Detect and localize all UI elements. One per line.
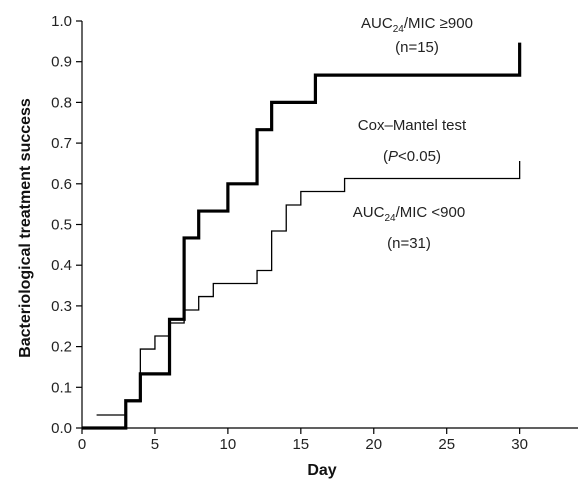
- x-tick-label: 0: [78, 436, 86, 453]
- x-tick-label: 20: [365, 436, 382, 453]
- y-tick-label: 1.0: [51, 13, 72, 30]
- x-tick-label: 5: [151, 436, 159, 453]
- series-label-high-n: (n=15): [395, 39, 439, 56]
- y-tick-label: 0.7: [51, 135, 72, 152]
- y-tick-label: 0.4: [51, 257, 72, 274]
- y-tick-label: 0.5: [51, 217, 72, 234]
- series-group: [82, 42, 522, 430]
- y-tick-label: 0.6: [51, 176, 72, 193]
- p-value-label: (P<0.05): [383, 148, 441, 165]
- series-label-high: AUC24/MIC ≥900: [361, 15, 473, 35]
- x-tick-label: 25: [438, 436, 455, 453]
- y-tick-label: 0.8: [51, 94, 72, 111]
- y-tick-label: 0.1: [51, 379, 72, 396]
- x-tick-label: 30: [511, 436, 528, 453]
- x-tick-label: 15: [292, 436, 309, 453]
- x-tick-label: 10: [220, 436, 237, 453]
- series-label-low: AUC24/MIC <900: [353, 204, 465, 224]
- y-axis-title: Bacteriological treatment success: [17, 98, 34, 358]
- axes: 0.0 0.1 0.2 0.3 0.4 0.5 0.6 0.7 0.8 0.9 1.0 0 5 10 15 2…: [51, 13, 578, 453]
- y-tick-label: 0.0: [51, 420, 72, 437]
- test-name-label: Cox–Mantel test: [358, 117, 467, 134]
- y-tick-label: 0.9: [51, 54, 72, 71]
- y-tick-label: 0.3: [51, 298, 72, 315]
- series-label-low-n: (n=31): [387, 235, 431, 252]
- series-line-low: [96, 161, 521, 416]
- y-tick-label: 0.2: [51, 339, 72, 356]
- series-line-high: [82, 42, 522, 430]
- x-axis-title: Day: [307, 462, 336, 479]
